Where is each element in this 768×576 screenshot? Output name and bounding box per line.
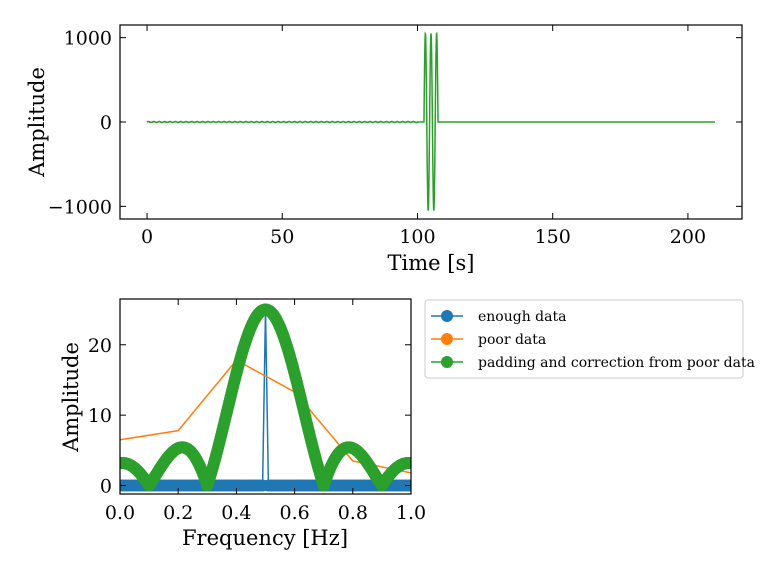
bottom-x-tick-label: 0.0 — [105, 502, 135, 524]
bottom-x-tick-label: 1.0 — [396, 502, 426, 524]
bottom-y-tick-label: 0 — [100, 476, 112, 498]
top-x-tick-label: 150 — [535, 226, 571, 248]
bottom-y-axis-label: Amplitude — [59, 342, 83, 453]
top-x-tick-label: 0 — [141, 226, 153, 248]
top-plot: 0 50 100 150 200 −1000 0 1000 Time [s] Amplitud… — [25, 24, 743, 275]
top-y-tick-label: −1000 — [48, 196, 112, 218]
bottom-y-tick-label: 20 — [88, 335, 112, 357]
top-x-tick-label: 200 — [670, 226, 706, 248]
top-x-tick-label: 50 — [270, 226, 294, 248]
bottom-axes-frame — [119, 298, 412, 495]
legend-item-padding: padding and correction from poor data — [431, 355, 755, 371]
top-y-tick-label: 1000 — [64, 28, 112, 50]
top-series-padding-correction — [146, 31, 715, 211]
bottom-plot: 0.0 0.2 0.4 0.6 0.8 1.0 0 10 20 Frequency [Hz] A… — [59, 298, 426, 550]
legend-marker-poor-data — [441, 333, 453, 345]
legend-item-poor-data: poor data — [431, 332, 546, 348]
bottom-y-tick-label: 10 — [88, 405, 112, 427]
top-x-tick-label: 100 — [399, 226, 435, 248]
legend: enough data poor data padding and correc… — [424, 299, 755, 379]
legend-marker-enough-data — [441, 310, 453, 322]
top-y-axis-label: Amplitude — [25, 67, 49, 178]
bottom-x-axis-label: Frequency [Hz] — [182, 526, 348, 550]
bottom-series-padding-correction-markers — [120, 303, 411, 492]
top-y-tick-label: 0 — [100, 112, 112, 134]
legend-label-poor-data: poor data — [478, 332, 546, 348]
top-x-axis-label: Time [s] — [388, 251, 475, 275]
legend-marker-padding — [441, 356, 453, 368]
legend-item-enough-data: enough data — [431, 309, 566, 325]
legend-label-padding: padding and correction from poor data — [478, 355, 755, 371]
legend-label-enough-data: enough data — [478, 309, 566, 325]
bottom-x-tick-label: 0.4 — [221, 502, 251, 524]
bottom-x-tick-label: 0.2 — [163, 502, 193, 524]
bottom-point-padding-correction — [405, 457, 411, 470]
bottom-x-tick-label: 0.6 — [279, 502, 309, 524]
legend-box — [424, 299, 744, 379]
bottom-x-tick-label: 0.8 — [338, 502, 368, 524]
